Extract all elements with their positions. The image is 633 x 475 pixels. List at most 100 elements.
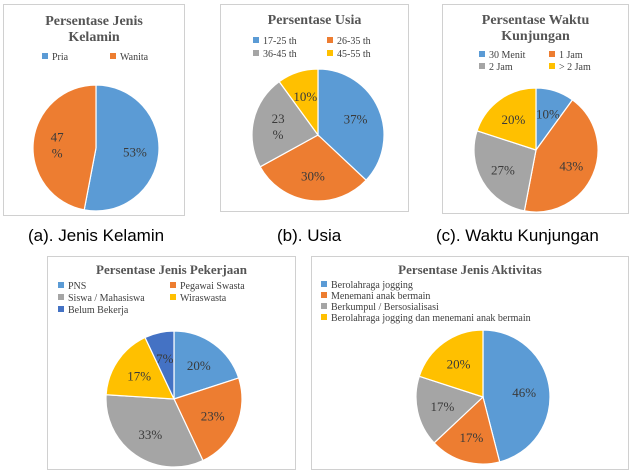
- legend-label: Pria: [52, 52, 69, 63]
- legend-label: Pegawai Swasta: [180, 281, 245, 292]
- legend-swatch: [170, 282, 176, 288]
- legend-swatch: [321, 314, 327, 320]
- pie-slice-pria: [83, 84, 160, 212]
- pie-data-label: 17%: [459, 430, 483, 445]
- legend-item: 36-45 th: [253, 49, 297, 60]
- pie-data-label: 23%: [272, 111, 285, 142]
- chart-panel-activity: Persentase Jenis Aktivitas Berolahraga j…: [311, 256, 629, 470]
- chart-panel-job: Persentase Jenis Pekerjaan PNS Pegawai S…: [47, 256, 296, 470]
- legend-label: Belum Bekerja: [68, 305, 129, 316]
- pie-slice-berkumpul-bersosialisasi: [415, 375, 485, 444]
- legend-swatch: [479, 51, 485, 57]
- legend-item: Pegawai Swasta: [170, 281, 245, 292]
- legend-swatch: [253, 50, 259, 56]
- pie-slice-17-25-th: [317, 68, 385, 182]
- pie-slice-siswa-mahasiswa: [105, 394, 204, 468]
- legend-swatch: [110, 53, 116, 59]
- pie-data-label: 43%: [559, 158, 583, 173]
- pie-slice-wanita: [32, 84, 97, 211]
- legend-label: Menemani anak bermain: [331, 291, 431, 302]
- pie-slice-26-35-th: [259, 134, 367, 202]
- chart-panel-age: Persentase Usia 17-25 th 26-35 th 36-45 …: [220, 4, 409, 212]
- legend-item: Menemani anak bermain: [321, 291, 430, 302]
- legend-label: 30 Menit: [489, 50, 526, 61]
- legend-label: Wanita: [120, 52, 149, 63]
- pie-data-label: 23%: [201, 409, 225, 424]
- legend-swatch: [253, 37, 259, 43]
- pie-data-label: 17%: [431, 399, 455, 414]
- legend-item: Berkumpul / Bersosialisasi: [321, 302, 439, 313]
- legend-item: Belum Bekerja: [58, 305, 128, 316]
- legend-swatch: [479, 63, 485, 69]
- caption-b: (b). Usia: [277, 226, 342, 245]
- pie-data-label: 30%: [301, 169, 325, 184]
- pie-slice-belum-bekerja: [144, 330, 175, 400]
- legend-swatch: [58, 282, 64, 288]
- chart-title-job: Persentase Jenis Pekerjaan: [48, 262, 295, 278]
- pie-activity: 46% 17% 17% 20%: [415, 329, 551, 465]
- pie-data-label: 33%: [138, 427, 162, 442]
- pie-slice-36-45-th: [251, 80, 319, 168]
- legend-item: 17-25 th: [253, 36, 297, 47]
- title-line: Persentase Jenis: [45, 14, 143, 29]
- pie-age: 37% 30% 23 % 10%: [251, 68, 385, 202]
- pie-slice-1-jam: [523, 99, 599, 213]
- pie-slice-berolahraga-jogging: [482, 329, 551, 463]
- legend-item: Berolahraga jogging: [321, 280, 413, 291]
- legend-label: Berkumpul / Bersosialisasi: [331, 302, 439, 313]
- pie-slice-berolahraga-jogging-dan-menemani-anak-bermain: [418, 329, 484, 398]
- legend-item: 45-55 th: [327, 49, 371, 60]
- pie-data-label: 46%: [512, 385, 536, 400]
- legend-swatch: [321, 292, 327, 298]
- title-line: Persentase Jenis Pekerjaan: [96, 262, 247, 277]
- pie-data-label: 27%: [491, 163, 515, 178]
- legend-swatch: [327, 37, 333, 43]
- legend-item: Wanita: [110, 52, 148, 63]
- title-line: Kelamin: [68, 30, 120, 45]
- legend-swatch: [58, 294, 64, 300]
- pie-slice-45-55-th: [278, 68, 319, 137]
- pie-data-label: 53%: [123, 145, 147, 160]
- title-line: Kunjungan: [501, 29, 570, 44]
- legend-item: 1 Jam: [549, 50, 583, 61]
- pie-slice-menemani-anak-bermain: [433, 395, 501, 465]
- pie-data-label: 10%: [293, 89, 317, 104]
- title-line: Persentase Jenis Aktivitas: [398, 262, 542, 277]
- legend-label: 17-25 th: [263, 36, 297, 47]
- pie-data-label: 7%: [156, 351, 174, 366]
- legend-swatch: [321, 303, 327, 309]
- pie-data-label: 37%: [344, 112, 368, 127]
- pie-time: 10% 43% 27% 20%: [473, 87, 599, 213]
- legend-item: 2 Jam: [479, 62, 513, 73]
- pie-data-label: 20%: [501, 112, 525, 127]
- chart-title-time: Persentase Waktu Kunjungan: [443, 13, 628, 45]
- legend-label: 36-45 th: [263, 49, 297, 60]
- legend-item: Wiraswasta: [170, 293, 226, 304]
- legend-label: Berolahraga jogging: [331, 280, 413, 291]
- chart-panel-time: Persentase Waktu Kunjungan 30 Menit 1 Ja…: [442, 4, 629, 214]
- pie-data-label: 10%: [536, 106, 560, 121]
- legend-label: PNS: [68, 281, 87, 292]
- pie-slice-2-jam: [476, 87, 537, 151]
- pie-slice-pegawai-swasta: [173, 377, 243, 462]
- chart-panel-gender: Persentase Jenis Kelamin Pria Wanita 53%…: [3, 4, 185, 216]
- legend-swatch: [170, 294, 176, 300]
- legend-item: Pria: [42, 52, 68, 63]
- legend-label: 26-35 th: [337, 36, 371, 47]
- legend-label: > 2 Jam: [559, 62, 591, 73]
- legend-swatch: [321, 281, 327, 287]
- legend-swatch: [42, 53, 48, 59]
- caption-a: (a). Jenis Kelamin: [28, 226, 165, 245]
- legend-item: > 2 Jam: [549, 62, 591, 73]
- legend-swatch: [549, 51, 555, 57]
- chart-title-gender: Persentase Jenis Kelamin: [4, 14, 184, 46]
- pie-data-label: 20%: [447, 356, 471, 371]
- legend-item: PNS: [58, 281, 86, 292]
- legend-label: Siswa / Mahasiswa: [68, 293, 145, 304]
- legend-label: Berolahraga jogging dan menemani anak be…: [331, 313, 531, 324]
- title-line: Persentase Waktu: [481, 13, 590, 28]
- legend-label: Wiraswasta: [180, 293, 227, 304]
- chart-title-age: Persentase Usia: [221, 13, 408, 29]
- chart-title-activity: Persentase Jenis Aktivitas: [312, 262, 628, 278]
- legend-item: 30 Menit: [479, 50, 525, 61]
